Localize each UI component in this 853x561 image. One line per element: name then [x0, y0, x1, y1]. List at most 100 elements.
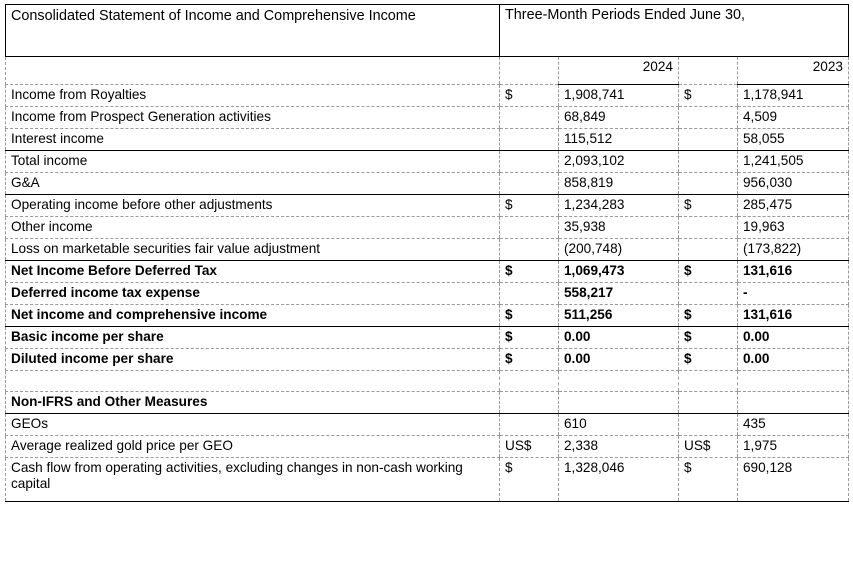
row-value-2023: 435	[737, 413, 849, 436]
row-value-2024: 2,093,102	[558, 150, 679, 173]
row-currency-2024	[499, 128, 559, 151]
row-label	[5, 370, 500, 392]
row-currency-2024	[499, 172, 559, 195]
row-value-2024: 858,819	[558, 172, 679, 195]
row-value-2023: 0.00	[737, 348, 849, 371]
table-row: Income from Royalties $ 1,908,741 $ 1,17…	[5, 84, 849, 107]
row-value-2024	[558, 391, 679, 414]
row-currency-2024	[499, 282, 559, 305]
row-value-2024: 2,338	[558, 435, 679, 458]
row-value-2024: 35,938	[558, 216, 679, 239]
row-currency-2024: $	[499, 304, 559, 327]
table-row-spacer	[5, 370, 849, 392]
table-row: Basic income per share $ 0.00 $ 0.00	[5, 326, 849, 349]
row-currency-2023	[678, 238, 738, 261]
table-row: GEOs 610 435	[5, 413, 849, 436]
row-value-2024: 68,849	[558, 106, 679, 129]
table-row: Operating income before other adjustment…	[5, 194, 849, 217]
row-currency-2023: $	[678, 348, 738, 371]
row-label: Cash flow from operating activities, exc…	[5, 457, 500, 502]
table-row: G&A 858,819 956,030	[5, 172, 849, 195]
row-value-2023: 1,975	[737, 435, 849, 458]
row-value-2024: 1,234,283	[558, 194, 679, 217]
row-value-2023: -	[737, 282, 849, 305]
row-currency-2024: $	[499, 348, 559, 371]
row-currency-2023	[678, 282, 738, 305]
income-statement-table: Consolidated Statement of Income and Com…	[5, 4, 849, 502]
row-value-2023: 4,509	[737, 106, 849, 129]
row-value-2024: 511,256	[558, 304, 679, 327]
row-currency-2024: $	[499, 326, 559, 349]
table-row: Deferred income tax expense 558,217 -	[5, 282, 849, 305]
year-row-label-spacer	[5, 56, 500, 85]
year-row-currency-spacer-2023	[678, 56, 738, 85]
header-title-row: Consolidated Statement of Income and Com…	[5, 4, 849, 57]
row-label: Other income	[5, 216, 500, 239]
row-label: Loss on marketable securities fair value…	[5, 238, 500, 261]
table-header: Consolidated Statement of Income and Com…	[5, 4, 849, 85]
table-body: Income from Royalties $ 1,908,741 $ 1,17…	[5, 84, 849, 502]
row-value-2024: 115,512	[558, 128, 679, 151]
statement-title: Consolidated Statement of Income and Com…	[5, 4, 500, 57]
row-currency-2023	[678, 128, 738, 151]
row-value-2023	[737, 370, 849, 392]
row-value-2024	[558, 370, 679, 392]
row-value-2024: (200,748)	[558, 238, 679, 261]
section-heading-row: Non-IFRS and Other Measures	[5, 391, 849, 414]
row-label: Interest income	[5, 128, 500, 151]
period-header: Three-Month Periods Ended June 30,	[499, 4, 849, 57]
table-row: Total income 2,093,102 1,241,505	[5, 150, 849, 173]
row-value-2024: 610	[558, 413, 679, 436]
row-value-2023: 0.00	[737, 326, 849, 349]
column-header-2024: 2024	[558, 56, 679, 85]
row-currency-2024: $	[499, 194, 559, 217]
year-header-row: 2024 2023	[5, 56, 849, 85]
row-label: GEOs	[5, 413, 500, 436]
row-currency-2023	[678, 172, 738, 195]
row-value-2023: 131,616	[737, 304, 849, 327]
row-currency-2023: US$	[678, 435, 738, 458]
row-currency-2023	[678, 413, 738, 436]
table-row: Loss on marketable securities fair value…	[5, 238, 849, 261]
row-currency-2024	[499, 413, 559, 436]
row-value-2024: 558,217	[558, 282, 679, 305]
row-currency-2024	[499, 216, 559, 239]
table-row: Cash flow from operating activities, exc…	[5, 457, 849, 502]
row-currency-2023: $	[678, 326, 738, 349]
table-row: Average realized gold price per GEO US$ …	[5, 435, 849, 458]
row-currency-2024: $	[499, 84, 559, 107]
row-label: Operating income before other adjustment…	[5, 194, 500, 217]
row-label: Income from Prospect Generation activiti…	[5, 106, 500, 129]
row-currency-2023: $	[678, 304, 738, 327]
row-currency-2023: $	[678, 84, 738, 107]
row-label: Basic income per share	[5, 326, 500, 349]
row-currency-2023	[678, 150, 738, 173]
row-value-2024: 1,908,741	[558, 84, 679, 107]
table-row: Net income and comprehensive income $ 51…	[5, 304, 849, 327]
row-currency-2023: $	[678, 194, 738, 217]
row-value-2023: (173,822)	[737, 238, 849, 261]
row-value-2023: 131,616	[737, 260, 849, 283]
row-value-2023: 690,128	[737, 457, 849, 502]
row-value-2024: 1,069,473	[558, 260, 679, 283]
row-value-2023: 1,241,505	[737, 150, 849, 173]
row-label: Total income	[5, 150, 500, 173]
row-value-2024: 0.00	[558, 348, 679, 371]
row-label: G&A	[5, 172, 500, 195]
row-value-2023: 956,030	[737, 172, 849, 195]
row-currency-2023	[678, 106, 738, 129]
row-currency-2024	[499, 391, 559, 414]
row-currency-2024	[499, 150, 559, 173]
row-label: Net income and comprehensive income	[5, 304, 500, 327]
row-currency-2024: US$	[499, 435, 559, 458]
year-row-currency-spacer-2024	[499, 56, 559, 85]
row-currency-2023	[678, 370, 738, 392]
table-row: Diluted income per share $ 0.00 $ 0.00	[5, 348, 849, 371]
row-currency-2024	[499, 106, 559, 129]
row-currency-2023	[678, 391, 738, 414]
row-value-2024: 0.00	[558, 326, 679, 349]
row-label: Average realized gold price per GEO	[5, 435, 500, 458]
row-value-2023: 285,475	[737, 194, 849, 217]
row-currency-2024: $	[499, 260, 559, 283]
